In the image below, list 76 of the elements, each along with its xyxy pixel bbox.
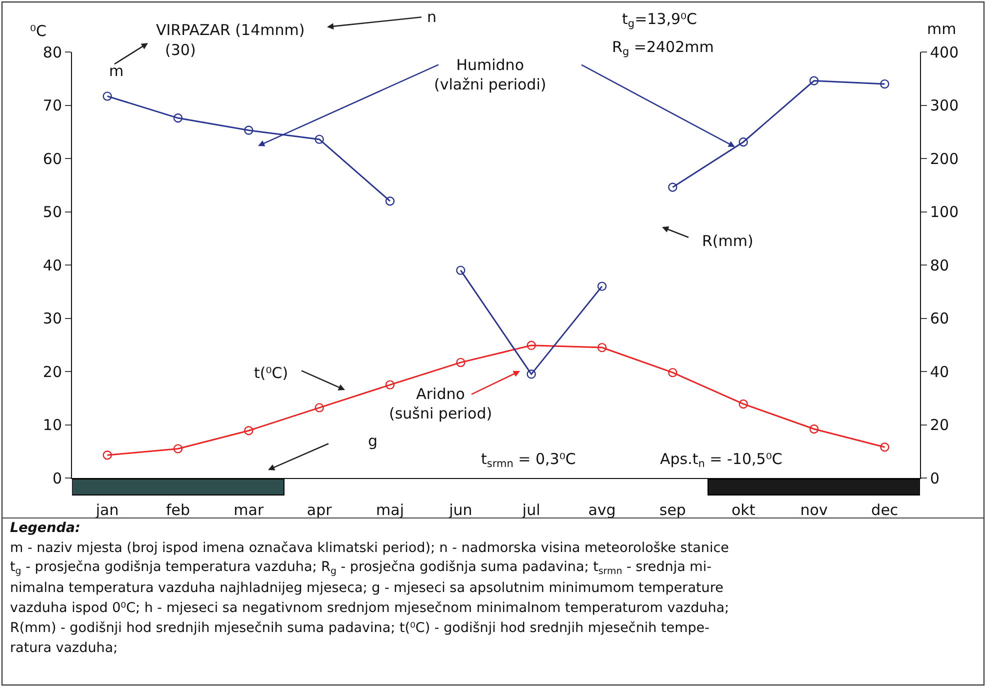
y-tick-label: 10: [42, 416, 62, 434]
y3-tick-label: 400: [930, 43, 959, 62]
x-tick-label: mar: [234, 501, 264, 519]
y-tick-label: 20: [42, 362, 62, 381]
y-tick-label: 40: [42, 256, 62, 274]
annotation: (30): [165, 41, 196, 59]
annotation: g: [368, 432, 378, 450]
x-tick-label: jun: [448, 501, 472, 519]
x-tick-label: okt: [731, 501, 756, 519]
y-tick-label: 70: [42, 96, 62, 114]
point: [738, 399, 748, 409]
y-tick-label: 30: [42, 310, 62, 328]
annotation: t$_{srmn}$ = 0,3⁰C: [481, 450, 576, 470]
x-tick-label: jan: [94, 501, 119, 519]
y-axis-title: ⁰C: [30, 22, 46, 40]
annotation: R(mm): [702, 232, 754, 250]
y3-tick-label: 300: [930, 96, 959, 114]
point: [668, 368, 678, 378]
point: [809, 424, 819, 434]
text: t$_{g}$=13,9⁰C: [622, 10, 698, 30]
text: ratura vazduha;: [10, 640, 118, 656]
x-tick-label: sep: [659, 501, 686, 519]
x-tick-label: jul: [521, 501, 540, 519]
y2-tick-label: 20: [930, 416, 950, 434]
point: [244, 126, 254, 135]
annotation: m: [109, 62, 124, 80]
text: m - naziv mjesta (broj ispod imena označava klimatski period); n - nadmorska visina meteorološke stanice: [10, 540, 729, 556]
text: t$_{g}$ - prosječna godišnja temperatura vazduha; R$_{g}$ - prosječna godišnja suma padavina; t$_{srmn}$ - srednja mi-: [10, 559, 712, 577]
text: n: [427, 8, 437, 26]
y3-tick-label: 100: [930, 203, 959, 221]
text: VIRPAZAR (14mnm): [156, 21, 305, 39]
point: [880, 442, 890, 452]
point: [456, 266, 466, 275]
x-tick-label: feb: [166, 501, 190, 519]
point: [314, 134, 324, 144]
y2-tick-label: 80: [930, 256, 950, 274]
y-tick-label: 80: [42, 43, 62, 62]
text: nimalna temperatura vazduha najhladnijeg mjeseca; g - mjeseci sa apsolutnim minimumom temperature: [10, 580, 724, 596]
annotation: R$_{g}$ =2402mm: [612, 38, 714, 58]
point: [102, 450, 112, 460]
point: [809, 76, 819, 86]
point: [244, 426, 254, 436]
point: [385, 380, 395, 390]
point: [314, 403, 324, 412]
point: [456, 358, 466, 368]
point: [738, 137, 748, 147]
point: [880, 79, 890, 89]
point: [597, 282, 607, 291]
y2-tick-label: 0: [930, 469, 940, 488]
y3-tick-label: 200: [930, 150, 959, 168]
point: [385, 196, 395, 206]
annotation: Humidno (vlažni periodi): [434, 56, 546, 94]
y2-tick-label: 60: [930, 310, 950, 328]
y-tick-label: 50: [42, 203, 62, 221]
x-tick-label: apr: [306, 501, 333, 519]
point: [526, 340, 536, 350]
text: Legenda:: [10, 520, 80, 536]
y-tick-label: 0: [52, 469, 62, 488]
point: [526, 370, 536, 379]
y-tick-label: 60: [42, 150, 62, 168]
text: vazduha ispod 0⁰C; h - mjeseci sa negativnom srednjom mjesečnom minimalnom temperaturom vazduha;: [10, 600, 730, 616]
point: [102, 92, 112, 101]
x-tick-label: dec: [871, 501, 898, 519]
x-tick-label: nov: [800, 501, 828, 519]
point: [173, 113, 183, 123]
annotation: Aridno (sušni period): [389, 385, 492, 422]
x-tick-label: maj: [376, 501, 404, 519]
point: [597, 342, 607, 352]
x-tick-label: avg: [588, 501, 616, 519]
annotation: t(⁰C): [254, 364, 288, 382]
text: R(mm) - godišnji hod srednjih mjesečnih suma padavina; t(⁰C) - godišnji hod srednjih mjesečnih tempe-: [10, 620, 710, 636]
y2-axis-title: mm: [927, 20, 956, 38]
point: [668, 182, 678, 192]
point: [173, 444, 183, 454]
annotation: Aps.t$_{n}$ = -10,5⁰C: [660, 450, 782, 470]
y2-tick-label: 40: [930, 362, 950, 381]
